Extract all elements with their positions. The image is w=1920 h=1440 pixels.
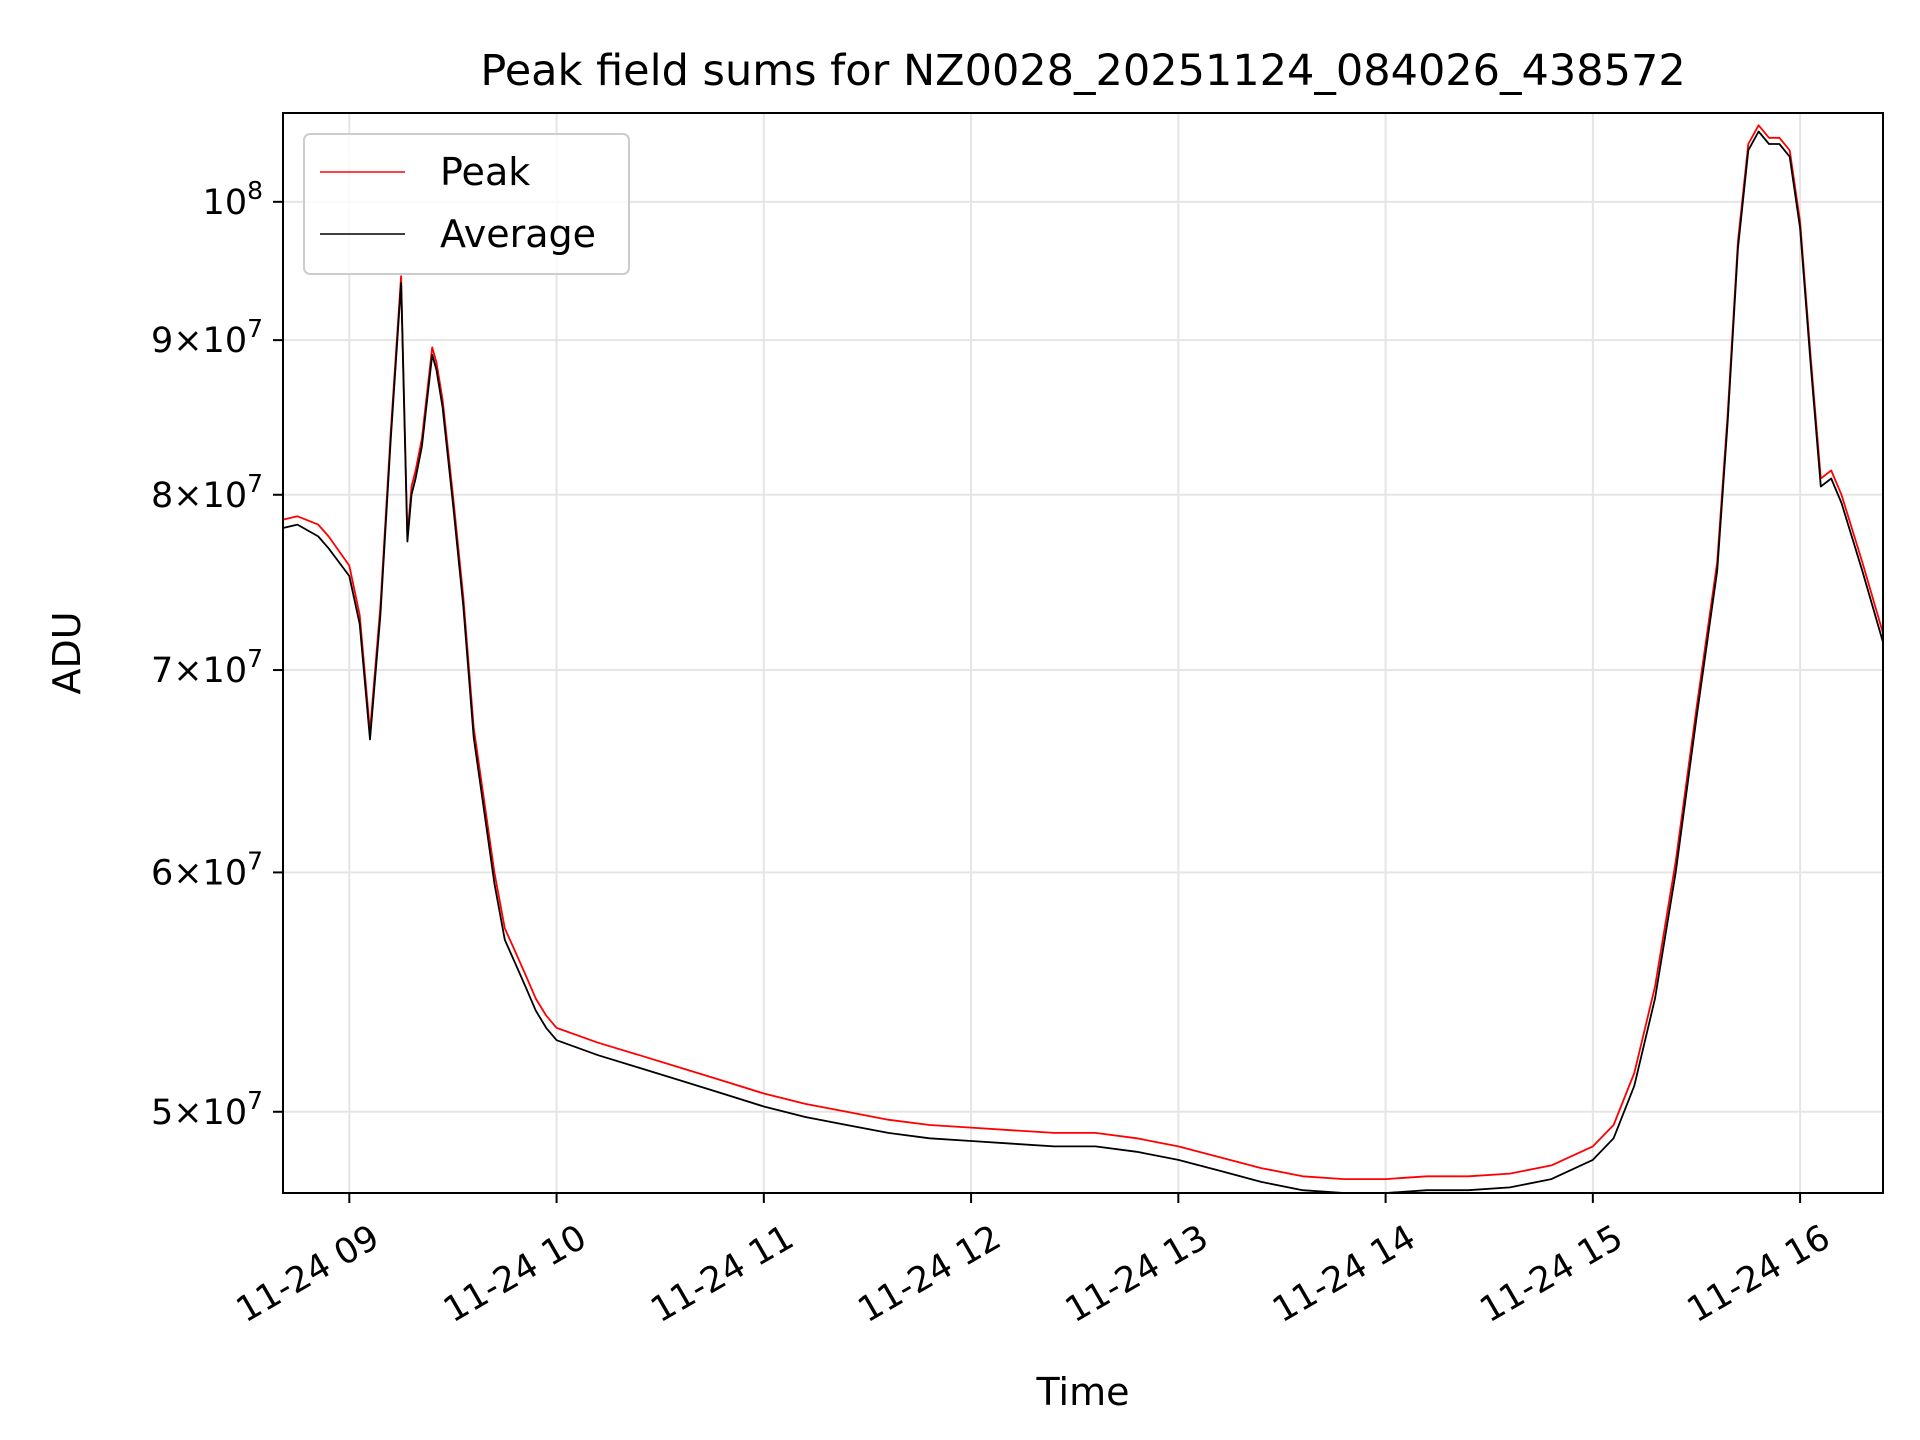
x-axis-label: Time [1036, 1370, 1130, 1414]
y-tick-label: 8×107 [151, 469, 263, 516]
legend-box [303, 133, 630, 275]
plot-area [283, 113, 1883, 1193]
y-tick-label: 5×107 [151, 1086, 263, 1133]
legend: Peak Average [303, 133, 630, 275]
y-tick-label: 6×107 [151, 846, 263, 893]
y-tick-label: 7×107 [151, 644, 263, 691]
series-layer [282, 124, 1884, 1194]
y-tick-label: 108 [203, 176, 263, 223]
legend-label-average: Average [440, 212, 596, 256]
chart-title: Peak field sums for NZ0028_20251124_0840… [480, 46, 1685, 96]
y-axis: 5×107 6×107 7×107 8×107 9×107 108 [151, 176, 283, 1133]
legend-label-peak: Peak [440, 150, 530, 194]
grid [283, 113, 1883, 1193]
series-line-average [282, 130, 1884, 1194]
plot-frame [282, 112, 1884, 1194]
y-tick-label: 9×107 [151, 314, 263, 361]
y-axis-label: ADU [45, 611, 89, 694]
